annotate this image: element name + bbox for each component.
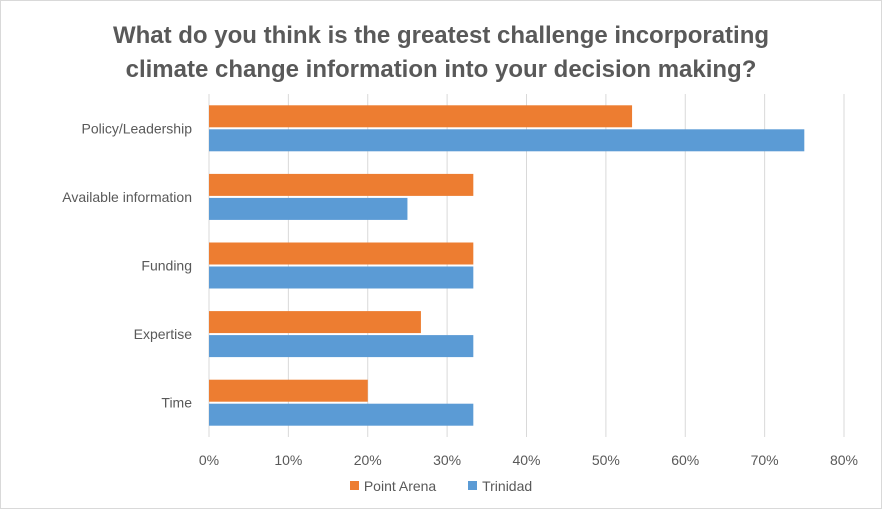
bar-point-arena — [209, 242, 474, 265]
bar-trinidad — [209, 335, 474, 358]
bar-trinidad — [209, 129, 805, 152]
y-category-label: Policy/Leadership — [81, 120, 192, 136]
x-tick-label: 80% — [830, 452, 858, 468]
y-category-label: Available information — [62, 189, 192, 205]
x-tick-label: 50% — [592, 452, 620, 468]
legend-item-point-arena: Point Arena — [349, 477, 437, 494]
bar-point-arena — [209, 105, 633, 128]
x-tick-label: 40% — [512, 452, 540, 468]
x-tick-label: 60% — [671, 452, 699, 468]
bar-point-arena — [209, 311, 421, 334]
bar-trinidad — [209, 197, 408, 220]
x-tick-label: 10% — [274, 452, 302, 468]
x-tick-label: 30% — [433, 452, 461, 468]
legend: Point Arena Trinidad — [1, 477, 881, 494]
legend-label: Trinidad — [482, 477, 533, 494]
x-tick-label: 70% — [751, 452, 779, 468]
legend-label: Point Arena — [363, 477, 437, 494]
y-category-label: Time — [161, 395, 192, 411]
bar-point-arena — [209, 173, 474, 196]
y-category-label: Expertise — [134, 326, 193, 342]
chart-title: What do you think is the greatest challe… — [1, 19, 881, 87]
chart-title-line-1: What do you think is the greatest challe… — [112, 22, 770, 49]
bar-trinidad — [209, 266, 474, 289]
chart-title-line-2: climate change information into your dec… — [125, 56, 757, 83]
y-category-label: Funding — [141, 258, 192, 274]
legend-item-trinidad: Trinidad — [468, 478, 532, 494]
x-tick-label: 0% — [199, 452, 219, 468]
legend-swatch-trinidad — [468, 481, 478, 490]
legend-swatch-point-arena — [349, 481, 359, 490]
x-tick-label: 20% — [354, 452, 382, 468]
bar-trinidad — [209, 403, 474, 426]
bar-point-arena — [209, 379, 368, 402]
